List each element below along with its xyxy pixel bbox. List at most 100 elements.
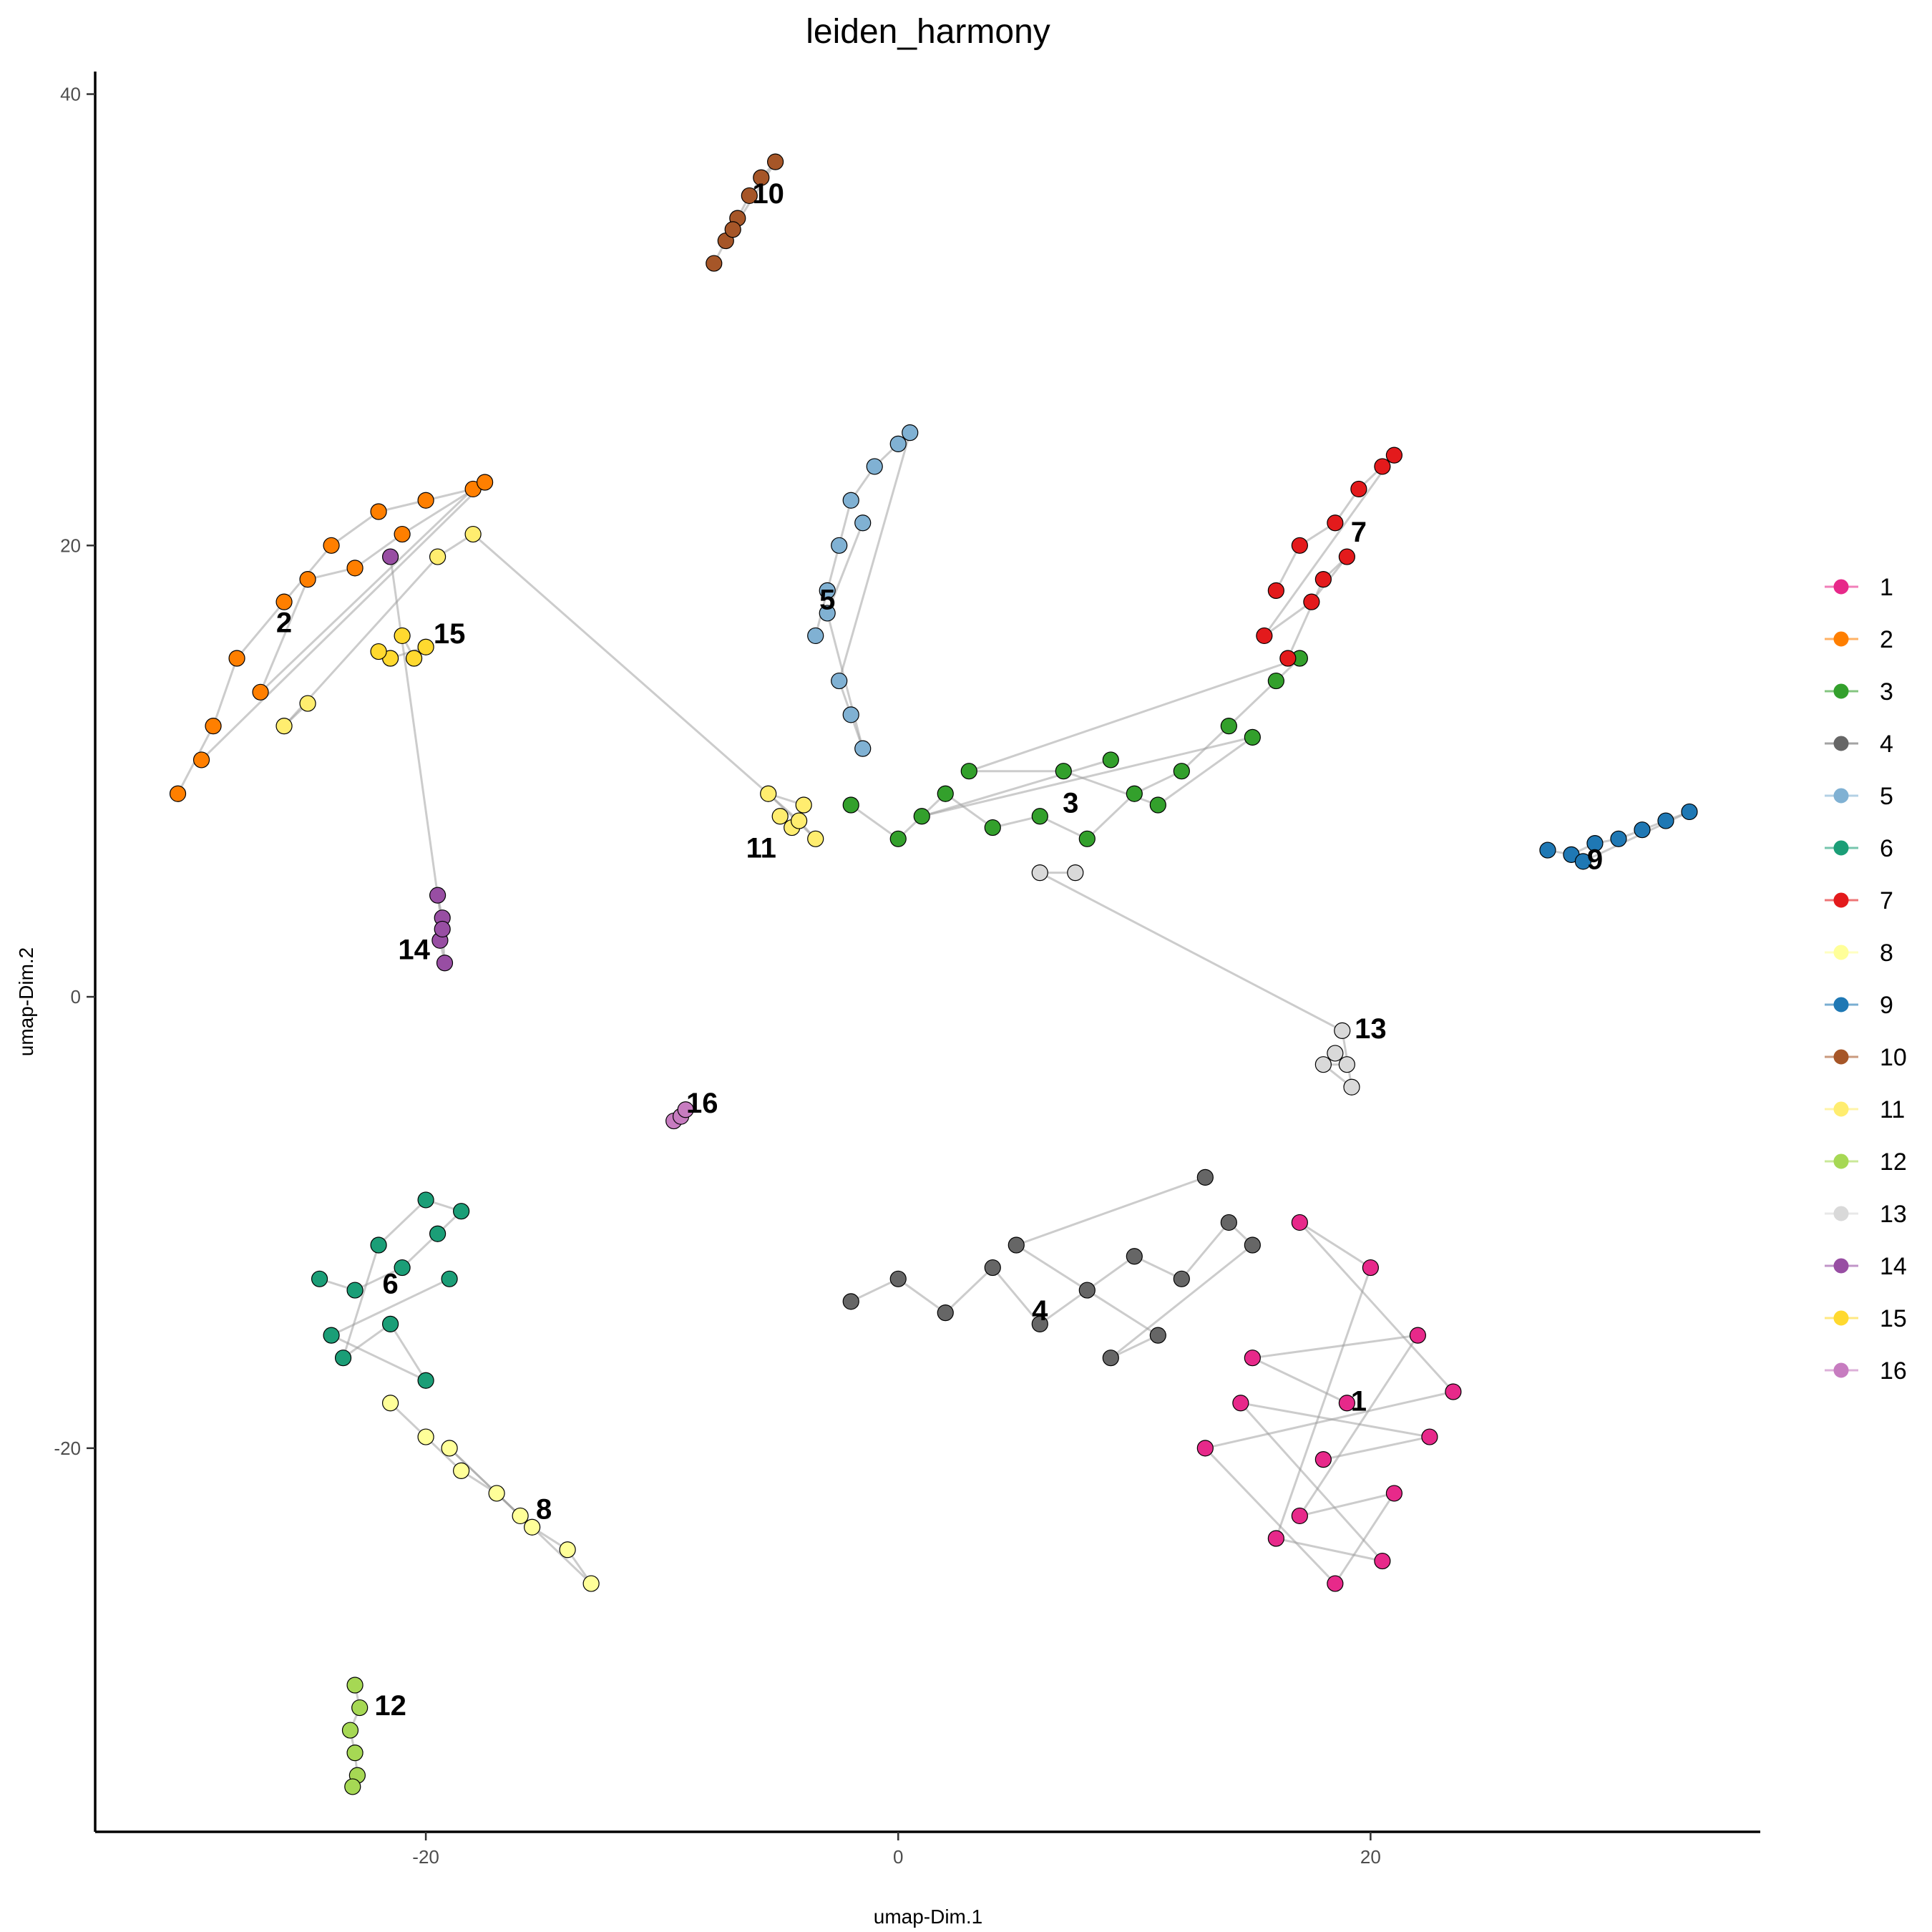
- legend-label-5: 5: [1880, 783, 1893, 810]
- cluster-1-point: [1291, 1214, 1308, 1231]
- edge-line: [1252, 1357, 1348, 1405]
- cluster-6-point: [453, 1203, 470, 1220]
- cluster-7-point: [1291, 537, 1308, 554]
- legend-label-16: 16: [1880, 1357, 1907, 1385]
- cluster-4-point: [1149, 1327, 1166, 1344]
- edge-line: [1063, 770, 1158, 806]
- y-axis-title: umap-Dim.2: [15, 947, 37, 1056]
- cluster-1-point: [1327, 1575, 1344, 1592]
- cluster-8-point: [488, 1485, 505, 1502]
- cluster-4-point: [1031, 1315, 1048, 1332]
- cluster-7-point: [1350, 480, 1367, 498]
- y-tick-label: -20: [54, 1438, 81, 1459]
- cluster-13-point: [1314, 1056, 1332, 1073]
- edge-line: [945, 1267, 994, 1314]
- cluster-11-point: [464, 525, 482, 543]
- edge-line: [1299, 1492, 1395, 1517]
- cluster-5-point: [866, 458, 883, 475]
- cluster-3-point: [889, 830, 907, 847]
- cluster-5-point: [902, 424, 919, 441]
- points-layer: [169, 153, 1698, 1795]
- cluster-8-point: [417, 1428, 434, 1445]
- cluster-3-point: [960, 763, 977, 780]
- legend-key-2: [1833, 631, 1849, 647]
- edge-line: [838, 432, 912, 681]
- legend-key-16: [1833, 1362, 1849, 1378]
- cluster-9-point: [1610, 830, 1627, 847]
- cluster-12-point: [346, 1677, 364, 1694]
- cluster-14-point: [436, 955, 454, 972]
- legend-key-1: [1833, 579, 1849, 595]
- cluster-3-point: [1173, 763, 1190, 780]
- legend-key-15: [1833, 1310, 1849, 1326]
- edge-line: [389, 1323, 427, 1382]
- legend-key-9: [1833, 997, 1849, 1013]
- cluster-2-point: [275, 593, 293, 610]
- cluster-8-point: [512, 1507, 529, 1525]
- edge-line: [1323, 1435, 1430, 1461]
- cluster-11-point: [791, 812, 808, 829]
- x-tick-label: -20: [412, 1846, 439, 1868]
- cluster-8-point: [524, 1518, 541, 1536]
- cluster-15-point: [405, 650, 423, 667]
- edge-line: [1287, 579, 1324, 659]
- cluster-6-point: [417, 1191, 434, 1209]
- edge-line: [1299, 1221, 1372, 1269]
- cluster-5-point: [889, 435, 907, 452]
- cluster-label-3: 3: [1063, 788, 1078, 819]
- edge-line: [354, 1267, 403, 1292]
- edge-line: [1228, 680, 1277, 727]
- cluster-7-point: [1338, 548, 1355, 565]
- cluster-15-point: [417, 638, 434, 655]
- cluster-7-point: [1256, 627, 1273, 645]
- cluster-3-point: [1244, 728, 1261, 746]
- edge-line: [342, 1244, 380, 1359]
- cluster-1-point: [1196, 1440, 1214, 1457]
- axes: -20 0 20 40 20 0 -20: [54, 72, 1760, 1868]
- cluster-6-point: [334, 1350, 352, 1367]
- cluster-7-point: [1279, 650, 1297, 667]
- cluster-2-point: [323, 537, 340, 554]
- legend-label-3: 3: [1880, 678, 1893, 706]
- cluster-6-point: [394, 1259, 411, 1277]
- edge-line: [235, 601, 286, 659]
- cluster-label-11: 11: [746, 833, 776, 864]
- cluster-1-point: [1445, 1383, 1462, 1400]
- cluster-3-point: [1220, 718, 1237, 735]
- cluster-9-point: [1586, 835, 1604, 852]
- edge-line: [826, 522, 864, 614]
- cluster-4-point: [1126, 1248, 1143, 1265]
- cluster-13-point: [1343, 1078, 1360, 1096]
- legend-key-10: [1833, 1049, 1849, 1065]
- edge-line: [968, 657, 1300, 773]
- cluster-1-point: [1232, 1395, 1249, 1412]
- cluster-9-point: [1681, 803, 1698, 821]
- legend-key-12: [1833, 1153, 1849, 1169]
- cluster-10-point: [706, 255, 723, 272]
- cluster-16-point: [677, 1101, 694, 1118]
- cluster-2-point: [346, 560, 364, 577]
- cluster-8-point: [441, 1440, 458, 1457]
- cluster-8-point: [453, 1462, 470, 1479]
- cluster-1-point: [1362, 1259, 1379, 1277]
- cluster-4-point: [842, 1293, 859, 1310]
- cluster-5-point: [819, 605, 836, 622]
- edge-line: [1334, 1493, 1395, 1584]
- cluster-7-point: [1267, 582, 1284, 599]
- cluster-4-point: [1102, 1350, 1119, 1367]
- cluster-5-point: [842, 706, 859, 723]
- cluster-10-point: [741, 187, 758, 205]
- edge-line: [1110, 1244, 1254, 1359]
- edge-line: [449, 1447, 522, 1517]
- cluster-label-4: 4: [1032, 1295, 1048, 1327]
- edge-line: [945, 793, 994, 829]
- cluster-1-point: [1374, 1552, 1391, 1570]
- cluster-1-point: [1385, 1485, 1402, 1502]
- cluster-7-point: [1303, 593, 1320, 610]
- cluster-4-point: [937, 1304, 954, 1322]
- legend-key-4: [1833, 736, 1849, 751]
- cluster-3-point: [1055, 763, 1072, 780]
- edge-line: [259, 579, 309, 693]
- cluster-1-point: [1409, 1327, 1426, 1344]
